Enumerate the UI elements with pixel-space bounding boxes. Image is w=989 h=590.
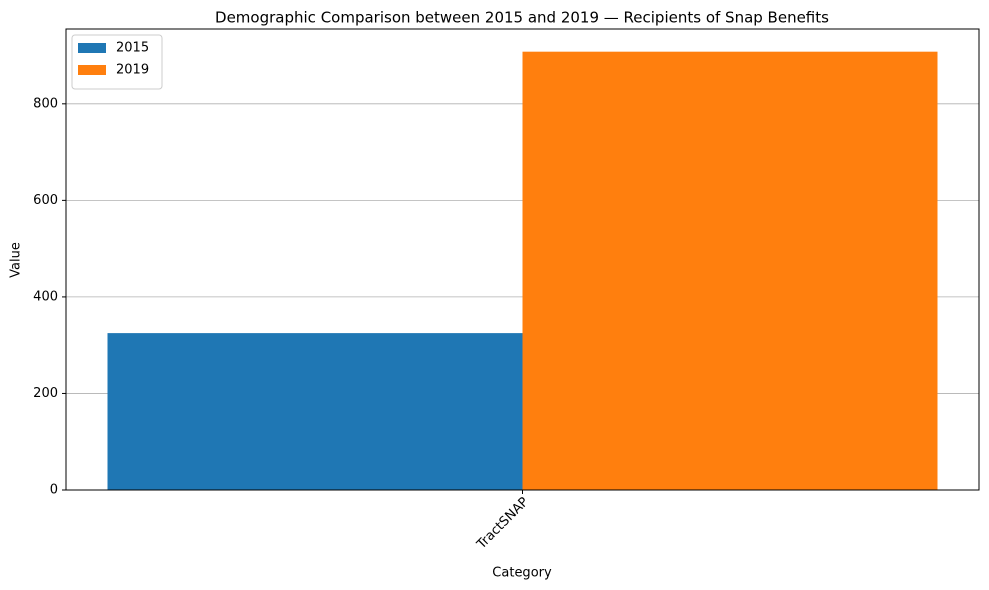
plot-frame [65, 28, 980, 491]
legend-label: 2019 [116, 63, 149, 78]
legend-label: 2015 [116, 41, 149, 56]
y-tick-label: 800 [33, 96, 58, 111]
y-tick-label: 200 [33, 386, 58, 401]
bar [107, 333, 523, 490]
y-tick-label: 400 [33, 289, 58, 304]
y-tick-label: 600 [33, 193, 58, 208]
legend-swatch [78, 65, 106, 75]
bar [522, 51, 938, 490]
y-axis-label: Value [9, 242, 24, 278]
legend-swatch [78, 43, 106, 53]
y-tick-label: 0 [50, 483, 58, 498]
chart-title: Demographic Comparison between 2015 and … [215, 9, 829, 27]
x-axis-label: Category [492, 566, 552, 581]
